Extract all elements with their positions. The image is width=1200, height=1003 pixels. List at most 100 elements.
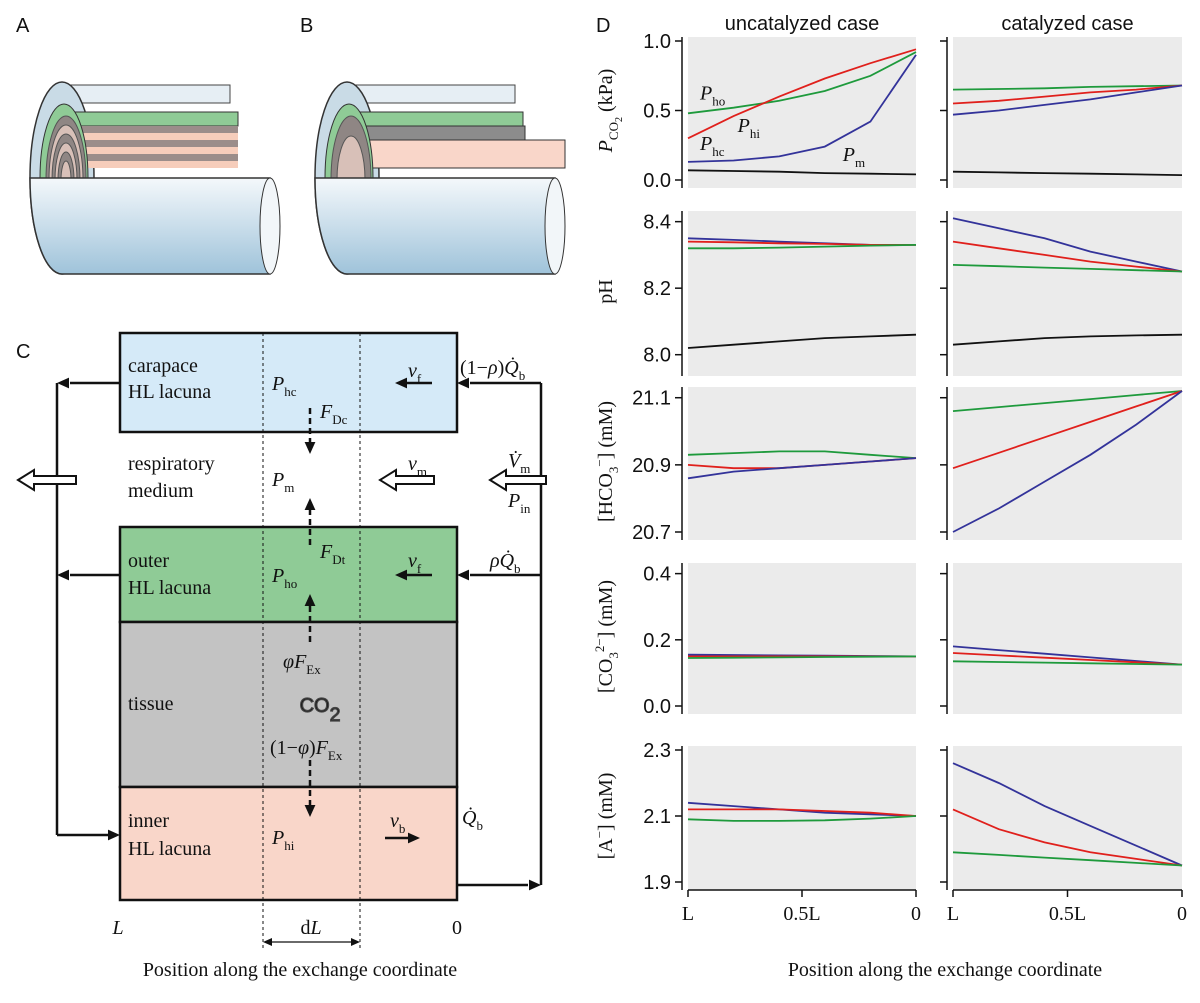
text-part: hi: [750, 126, 761, 141]
text-part: (kPa): [595, 69, 617, 117]
text-part: [A: [595, 838, 617, 860]
diagram-label: Pho: [271, 565, 297, 591]
text-part: hc: [284, 384, 297, 399]
arrow-head: [457, 377, 469, 389]
y-axis-label: pH: [595, 279, 617, 303]
text-part: m: [520, 461, 530, 476]
text-part: F: [315, 737, 329, 759]
x-axis-label: Position along the exchange coordinate: [788, 959, 1102, 981]
text-part: −: [592, 459, 607, 466]
text-part: CO: [300, 695, 330, 717]
text-part: F: [319, 401, 333, 423]
text-part: 2−: [592, 638, 607, 652]
series-label: Pho: [699, 82, 725, 108]
series-line: [952, 390, 1183, 533]
diagram-label: vf: [408, 360, 422, 386]
series-line: [687, 457, 917, 480]
text-part: v: [408, 360, 417, 382]
text-part: ] (mM): [595, 401, 617, 459]
panel-label: C: [16, 341, 30, 363]
series-label: Pm: [842, 144, 865, 170]
diagram-label: HL lacuna: [128, 577, 211, 599]
arrow-head: [529, 879, 541, 891]
x-tick-label: 0: [911, 903, 921, 925]
x-tick-label: 0.5L: [783, 903, 820, 925]
text-part: Dt: [332, 552, 345, 567]
text-part: m: [284, 480, 294, 495]
text-part: P: [271, 565, 284, 587]
diagram-label: 0: [452, 917, 462, 939]
diagram-label: Pm: [271, 469, 294, 495]
compartment: [118, 620, 459, 789]
text-part: ] (mM): [595, 773, 617, 831]
diagram-label: vm: [408, 453, 427, 479]
diagram-label: HL lacuna: [128, 838, 211, 860]
diagram-label: φFEx: [283, 651, 321, 677]
text-part: P: [699, 133, 712, 155]
y-tick-label: 8.0: [643, 345, 671, 367]
diagram-label: vf: [408, 550, 422, 576]
series-line: [687, 51, 917, 115]
shell-end: [544, 177, 566, 275]
text-part: ρ: [487, 357, 498, 379]
layer-top: [59, 111, 239, 127]
y-tick-label: 20.7: [632, 522, 671, 544]
x-tick-label: L: [947, 903, 959, 925]
series-line: [952, 851, 1183, 867]
arrow-head: [304, 442, 316, 454]
stripe: [60, 161, 238, 168]
arrow-head: [457, 569, 469, 581]
y-tick-label: 20.9: [632, 455, 671, 477]
shell-front: [314, 177, 556, 275]
y-axis-label: [CO32−] (mM): [592, 580, 621, 693]
text-part: m: [417, 464, 427, 479]
text-part: P: [595, 140, 617, 153]
text-part: V̇: [508, 449, 523, 472]
text-part: ho: [284, 576, 297, 591]
text-part: f: [417, 371, 422, 386]
diagram-label: Phc: [271, 373, 297, 399]
series-line: [688, 244, 917, 250]
text-part: 2: [614, 117, 625, 122]
diagram-label: HL lacuna: [128, 381, 211, 403]
plot-background: [688, 37, 916, 188]
plot-background: [688, 211, 916, 376]
diagram-label: Phi: [271, 827, 295, 853]
text-part: Q̇: [462, 806, 477, 829]
y-tick-label: 1.9: [643, 872, 671, 894]
text-part: F: [319, 541, 333, 563]
text-part: 3: [606, 652, 621, 659]
y-tick-label: 8.4: [643, 212, 671, 234]
text-part: Ex: [328, 748, 343, 763]
text-part: φF: [283, 651, 307, 673]
diagram-label: ρQ̇b: [489, 549, 521, 576]
x-tick-label: L: [682, 903, 694, 925]
text-part: Q̇: [504, 356, 519, 379]
stripe: [60, 133, 238, 140]
plot-background: [953, 387, 1182, 540]
text-part: d: [300, 917, 310, 939]
y-tick-label: 0.5: [643, 101, 671, 123]
series-line: [952, 84, 1183, 116]
text-part: (1−: [270, 737, 298, 759]
series-line: [952, 645, 1183, 666]
diagram-label: vb: [390, 810, 405, 836]
y-tick-label: 0.2: [643, 630, 671, 652]
text-part: [CO: [595, 659, 617, 693]
y-axis-label: PCO2 (kPa): [595, 69, 625, 154]
layer-top: [344, 111, 524, 127]
arrow-head: [351, 937, 360, 947]
series-label: Phi: [737, 115, 761, 141]
hollow-arrow: [378, 468, 435, 492]
text-part: (1−: [460, 357, 488, 379]
arrow-head: [304, 594, 316, 606]
text-part: v: [408, 550, 417, 572]
stripe: [60, 147, 238, 154]
diagram-label: L: [111, 917, 123, 939]
arrow-head: [304, 805, 316, 817]
panel-label: D: [596, 15, 610, 37]
text-part: ρQ̇: [489, 549, 515, 572]
arrow-head: [57, 377, 69, 389]
